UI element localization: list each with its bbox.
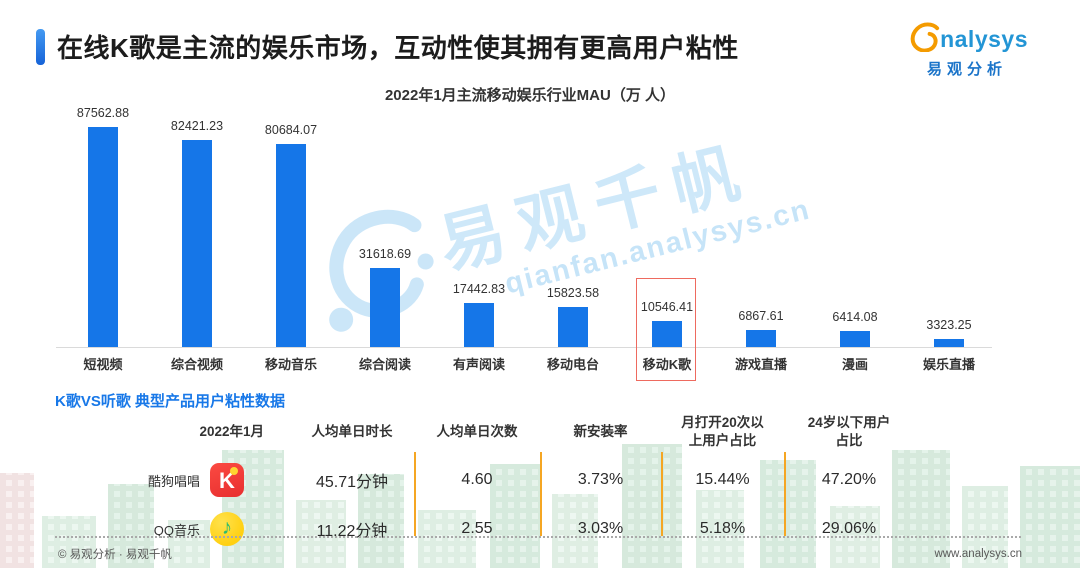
- table-cell: 3.03%: [577, 520, 624, 537]
- table-cell: 4.60: [461, 471, 493, 488]
- column-separator: [661, 452, 663, 536]
- product-name: 酷狗唱唱: [147, 473, 200, 489]
- mau-bar: [558, 307, 588, 347]
- product-name: QQ音乐: [153, 522, 200, 538]
- mau-bar: [182, 140, 212, 347]
- building-shape: [296, 500, 346, 568]
- table-cell: 2.55: [461, 520, 493, 537]
- bar-category-label: 移动电台: [546, 357, 599, 372]
- column-separator: [414, 452, 416, 536]
- building-shape: [168, 520, 210, 568]
- building-shape: [108, 484, 154, 568]
- building-shape: [552, 494, 598, 568]
- bar-value-label: 6414.08: [832, 310, 878, 324]
- bar-category-label: 移动K歌: [642, 357, 692, 372]
- chart-title: 2022年1月主流移动娱乐行业MAU（万 人）: [384, 87, 676, 104]
- table-header-daily-times: 人均单日次数: [436, 424, 518, 440]
- mau-bar: [746, 330, 776, 347]
- x-axis-line: [56, 347, 992, 348]
- building-shape: [892, 450, 950, 568]
- bar-value-label: 80684.07: [264, 123, 318, 137]
- footer-url: www.analysys.cn: [934, 548, 1022, 560]
- qq-music-app-icon: ♪: [210, 512, 244, 546]
- mau-bar: [652, 321, 682, 347]
- page-header: 在线K歌是主流的娱乐市场，互动性使其拥有更高用户粘性: [36, 28, 739, 65]
- mau-bar: [370, 268, 400, 347]
- table-header-open20: 月打开20次以上用户占比: [681, 415, 764, 448]
- bar-category-label: 游戏直播: [734, 357, 787, 372]
- mau-bar: [464, 303, 494, 347]
- mau-bar: [934, 339, 964, 347]
- mau-bar: [840, 331, 870, 347]
- analysys-logo: nalysys 易观分析: [906, 22, 1028, 79]
- table-header-daily-duration: 人均单日时长: [311, 424, 393, 440]
- table-header-under24: 24岁以下用户占比: [807, 415, 891, 448]
- bar-value-label: 15823.58: [546, 286, 600, 300]
- building-shape: [696, 490, 744, 568]
- bar-value-label: 6867.61: [738, 309, 784, 323]
- bar-category-label: 综合视频: [170, 357, 223, 372]
- table-cell: 29.06%: [821, 520, 877, 537]
- building-shape: [962, 486, 1008, 568]
- table-cell: 47.20%: [821, 471, 877, 488]
- building-shape: [490, 464, 540, 568]
- stickiness-table: 2022年1月 人均单日时长 人均单日次数 新安装率 月打开20次以上用户占比 …: [50, 410, 914, 552]
- building-shape: [760, 460, 816, 568]
- table-cell: 45.71分钟: [315, 474, 389, 491]
- bar-category-label: 移动音乐: [264, 357, 317, 372]
- table-cell: 3.73%: [577, 471, 624, 488]
- table-cell: 11.22分钟: [316, 523, 388, 540]
- title-accent-bar: [36, 28, 45, 65]
- bar-category-label: 综合阅读: [358, 357, 411, 372]
- footer-copyright: © 易观分析 · 易观千帆: [58, 549, 172, 561]
- table-cell: 15.44%: [695, 471, 750, 488]
- building-shape: [42, 516, 96, 568]
- table-header-period: 2022年1月: [199, 424, 264, 440]
- bar-value-label: 82421.23: [170, 119, 224, 133]
- table-title: K歌VS听歌 典型产品用户粘性数据: [55, 393, 286, 410]
- building-shape: [622, 444, 682, 568]
- bar-category-label: 短视频: [83, 357, 123, 372]
- highlight-box-mobile-karaoke: [636, 278, 696, 381]
- logo-brand-text: nalysys: [940, 26, 1028, 52]
- bar-category-label: 漫画: [841, 357, 868, 372]
- bar-category-label: 有声阅读: [452, 357, 505, 372]
- column-separator: [784, 452, 786, 536]
- bar-value-label: 3323.25: [926, 318, 972, 332]
- table-header-new-install: 新安装率: [573, 424, 628, 440]
- building-shape: [418, 510, 476, 568]
- table-row-qqmusic-product: QQ音乐 ♪: [50, 506, 290, 552]
- analysys-swirl-icon: [906, 22, 940, 57]
- building-shape: [1020, 466, 1080, 568]
- mau-bar: [88, 127, 118, 347]
- page-title: 在线K歌是主流的娱乐市场，互动性使其拥有更高用户粘性: [57, 33, 739, 63]
- kugou-changchang-app-icon: K: [210, 463, 244, 497]
- column-separator: [540, 452, 542, 536]
- bar-category-label: 娱乐直播: [922, 357, 975, 372]
- table-cell: 5.18%: [699, 520, 746, 537]
- bar-value-label: 17442.83: [452, 282, 506, 296]
- bar-value-label: 10546.41: [640, 300, 694, 314]
- logo-brand-chinese: 易观分析: [927, 61, 1008, 78]
- mau-bar: [276, 144, 306, 347]
- bar-value-label: 31618.69: [358, 247, 412, 261]
- building-shape: [0, 473, 34, 568]
- building-shape: [358, 474, 404, 568]
- table-row-kugou-product: 酷狗唱唱 K: [50, 454, 290, 506]
- footer-dotted-divider: [55, 536, 1021, 538]
- bar-value-label: 87562.88: [76, 106, 130, 120]
